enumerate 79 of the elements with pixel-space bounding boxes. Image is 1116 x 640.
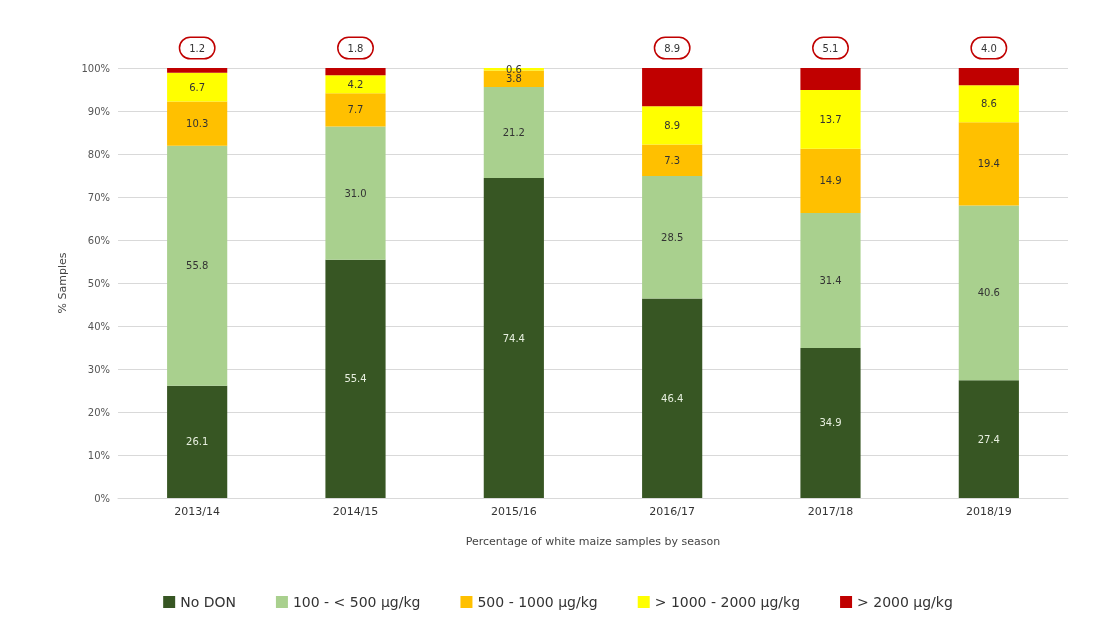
- data-label: 13.7: [819, 113, 842, 125]
- bar: [167, 145, 228, 386]
- y-tick-label: 90%: [87, 105, 110, 117]
- bar: [958, 68, 1019, 86]
- data-label: 40.6: [977, 287, 1000, 299]
- data-label: 14.9: [819, 175, 842, 187]
- bar: [325, 259, 386, 498]
- data-label: 10.3: [186, 118, 209, 130]
- legend-label: > 2000 µg/kg: [857, 594, 953, 610]
- data-label: 31.0: [344, 187, 367, 199]
- x-axis-title: Percentage of white maize samples by season: [465, 535, 721, 548]
- y-tick-label: 10%: [87, 449, 110, 461]
- bar: [325, 75, 386, 94]
- data-label: 4.0: [980, 42, 997, 54]
- bar: [958, 380, 1019, 498]
- data-label: 28.5: [661, 231, 684, 243]
- data-label: 8.6: [980, 98, 997, 110]
- y-tick-label: 100%: [81, 62, 110, 74]
- bar: [800, 89, 861, 149]
- y-tick-label: 40%: [87, 320, 110, 332]
- data-label: 4.2: [347, 78, 364, 90]
- bar: [167, 101, 228, 146]
- x-tick-label: 2014/15: [332, 505, 379, 518]
- data-label: 5.1: [822, 42, 839, 54]
- y-axis-title: % Samples: [56, 252, 69, 314]
- bar: [642, 106, 703, 145]
- y-tick-label: 60%: [87, 234, 110, 246]
- data-label: 19.4: [977, 158, 1000, 170]
- data-label: 46.4: [661, 392, 684, 404]
- bar: [642, 298, 703, 498]
- bar: [800, 212, 861, 348]
- y-tick-label: 20%: [87, 406, 110, 418]
- x-tick-label: 2015/16: [490, 505, 537, 518]
- bar: [483, 86, 544, 179]
- legend-label: > 1000 - 2000 µg/kg: [654, 594, 801, 610]
- data-label: 1.8: [347, 42, 364, 54]
- bar: [958, 85, 1019, 123]
- bar: [325, 93, 386, 127]
- x-tick-label: 2018/19: [965, 505, 1012, 518]
- data-label: 27.4: [977, 433, 1000, 445]
- data-label: 74.4: [502, 332, 525, 344]
- data-label: 7.3: [664, 154, 681, 166]
- data-label: 7.7: [347, 104, 364, 116]
- data-label: 8.9: [664, 42, 681, 54]
- bar: [642, 175, 703, 299]
- data-label: 6.7: [189, 81, 206, 93]
- data-label: 21.2: [502, 127, 525, 138]
- data-label: 26.1: [186, 436, 209, 448]
- x-tick-label: 2016/17: [649, 505, 696, 518]
- data-label: 1.2: [189, 42, 206, 54]
- bar: [483, 178, 544, 498]
- x-tick-label: 2017/18: [807, 505, 854, 518]
- bar: [642, 144, 703, 176]
- x-tick-label: 2013/14: [174, 505, 221, 518]
- data-label: 34.9: [819, 417, 842, 429]
- y-tick-label: 30%: [87, 363, 110, 375]
- data-label: 31.4: [819, 274, 842, 286]
- bar: [800, 148, 861, 213]
- bar: [958, 122, 1019, 206]
- data-label: 55.8: [186, 260, 209, 272]
- bar: [642, 68, 703, 107]
- legend-label: 100 - < 500 µg/kg: [292, 594, 421, 610]
- data-label: 8.9: [664, 119, 681, 131]
- legend-label: 500 - 1000 µg/kg: [477, 594, 598, 610]
- bar: [325, 68, 386, 76]
- y-tick-label: 80%: [87, 148, 110, 160]
- bar: [800, 347, 861, 498]
- data-label: 55.4: [344, 373, 367, 385]
- y-tick-label: 70%: [87, 191, 110, 203]
- bar: [167, 68, 228, 73]
- bar: [325, 126, 386, 260]
- y-tick-label: 0%: [94, 492, 110, 504]
- y-tick-label: 50%: [87, 277, 110, 289]
- bar: [800, 68, 861, 90]
- bar: [167, 72, 228, 102]
- legend-label: No DON: [180, 594, 236, 610]
- bar: [958, 205, 1019, 381]
- bar: [167, 385, 228, 498]
- data-label: 3.8: [505, 73, 522, 85]
